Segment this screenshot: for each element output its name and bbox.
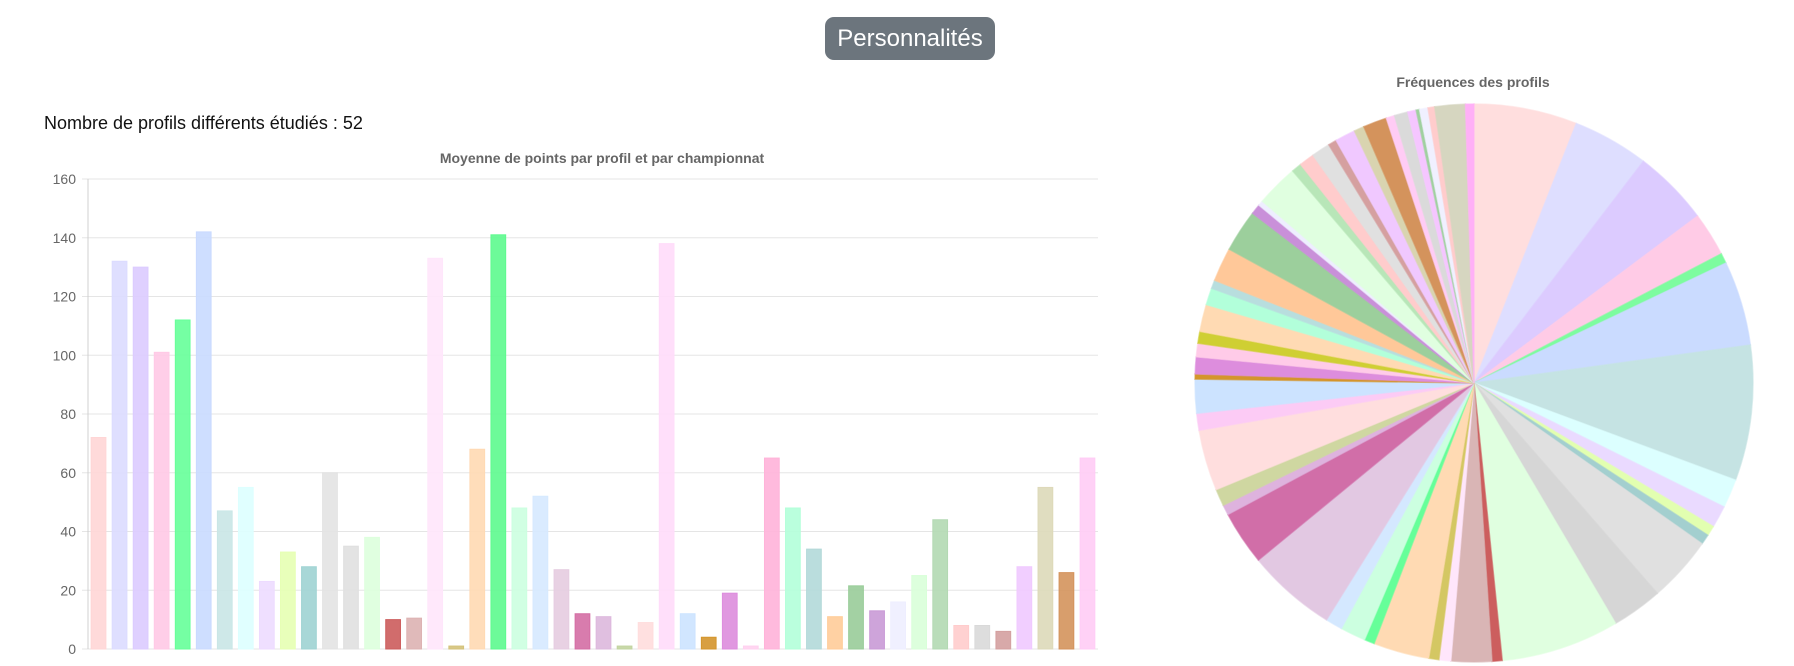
bar[interactable] xyxy=(364,536,380,650)
bar[interactable] xyxy=(490,234,507,650)
bar[interactable] xyxy=(280,551,296,650)
bar[interactable] xyxy=(195,231,212,650)
bar[interactable] xyxy=(827,616,843,650)
y-tick-label: 140 xyxy=(53,230,77,246)
bar[interactable] xyxy=(1058,572,1075,650)
y-tick-label: 80 xyxy=(60,406,76,422)
bar[interactable] xyxy=(343,545,359,650)
bar[interactable] xyxy=(595,616,612,650)
bar[interactable] xyxy=(742,645,759,650)
bar[interactable] xyxy=(763,457,780,650)
bar[interactable] xyxy=(953,625,970,650)
pie-chart: Fréquences des profils xyxy=(1194,74,1754,663)
bar[interactable] xyxy=(427,257,444,650)
bar[interactable] xyxy=(574,613,591,650)
bar[interactable] xyxy=(995,630,1012,650)
y-tick-label: 100 xyxy=(53,347,77,363)
y-tick-label: 60 xyxy=(60,465,76,481)
bar[interactable] xyxy=(974,625,991,650)
y-tick-label: 120 xyxy=(53,289,77,305)
bar[interactable] xyxy=(301,566,317,650)
bar[interactable] xyxy=(469,448,486,650)
personnalites-button[interactable]: Personnalités xyxy=(825,17,995,60)
bar-chart-y-axis: 0 20 40 60 80 100 120 140 160 xyxy=(53,171,77,657)
y-tick-label: 20 xyxy=(60,582,76,598)
bar[interactable] xyxy=(679,613,696,650)
bar[interactable] xyxy=(869,610,885,650)
bar[interactable] xyxy=(700,636,717,650)
y-tick-label: 40 xyxy=(60,524,76,540)
bar[interactable] xyxy=(511,507,528,650)
bar[interactable] xyxy=(237,486,254,650)
pie-chart-slices xyxy=(1194,103,1754,663)
bar[interactable] xyxy=(721,592,738,650)
bar[interactable] xyxy=(322,472,338,650)
y-tick-label: 0 xyxy=(68,641,76,657)
bar[interactable] xyxy=(616,645,633,650)
bar[interactable] xyxy=(532,495,549,650)
bar[interactable] xyxy=(932,519,949,650)
bar[interactable] xyxy=(90,437,107,650)
bar-chart-title: Moyenne de points par profil et par cham… xyxy=(440,150,765,166)
bar[interactable] xyxy=(448,645,465,650)
pie-slice[interactable] xyxy=(1473,344,1754,482)
bar[interactable] xyxy=(216,510,233,650)
pie-chart-title: Fréquences des profils xyxy=(1396,74,1549,90)
bar[interactable] xyxy=(848,585,864,650)
bar[interactable] xyxy=(806,548,822,650)
bar[interactable] xyxy=(258,580,275,650)
bar[interactable] xyxy=(1016,566,1033,650)
bar[interactable] xyxy=(1079,457,1096,650)
bar[interactable] xyxy=(1037,486,1054,650)
bar[interactable] xyxy=(385,619,401,650)
bar[interactable] xyxy=(890,601,906,650)
bar[interactable] xyxy=(132,266,149,650)
pie-slice[interactable] xyxy=(1464,103,1475,384)
y-tick-label: 160 xyxy=(53,171,77,187)
bar-chart: Moyenne de points par profil et par cham… xyxy=(53,150,1098,657)
bar[interactable] xyxy=(785,507,801,650)
bar[interactable] xyxy=(111,260,128,650)
profile-count-text: Nombre de profils différents étudiés : 5… xyxy=(44,113,363,133)
bar[interactable] xyxy=(174,319,191,650)
bar-chart-bars xyxy=(90,231,1096,650)
bar[interactable] xyxy=(406,617,423,650)
bar[interactable] xyxy=(153,351,170,650)
bar[interactable] xyxy=(553,569,570,650)
bar[interactable] xyxy=(637,622,654,650)
bar[interactable] xyxy=(658,243,675,650)
pie-slice[interactable] xyxy=(1473,382,1617,662)
bar[interactable] xyxy=(911,575,928,650)
